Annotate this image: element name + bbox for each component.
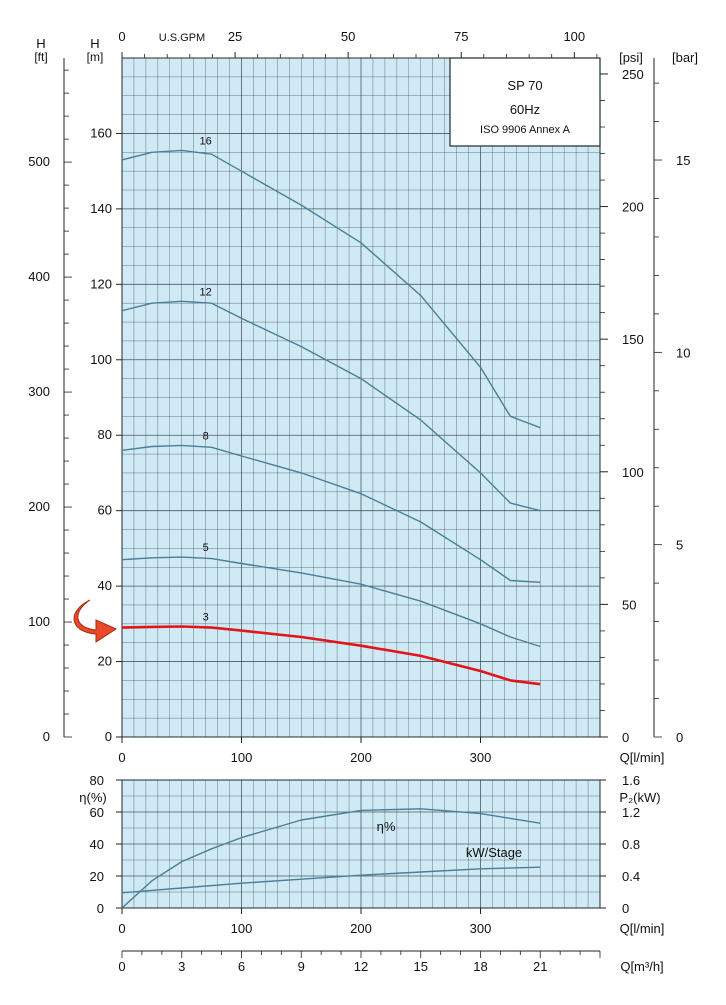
tick-label-m: 20 bbox=[98, 654, 112, 669]
tick-label-gpm: 25 bbox=[228, 29, 242, 44]
tick-label-m3h: 6 bbox=[238, 959, 245, 974]
tick-label-q2: 0 bbox=[118, 921, 125, 936]
tick-label-m: 160 bbox=[90, 125, 112, 140]
axis-label-kw: P₂(kW) bbox=[619, 790, 660, 805]
name-box-standard: ISO 9906 Annex A bbox=[480, 124, 571, 136]
axis-label-h-ft: H bbox=[36, 36, 45, 51]
tick-label-kw: 1.6 bbox=[622, 773, 640, 788]
tick-label-kw: 0 bbox=[622, 901, 629, 916]
tick-label-gpm: 50 bbox=[341, 29, 355, 44]
curve-stage-8 bbox=[121, 444, 541, 583]
tick-label-kw: 1.2 bbox=[622, 805, 640, 820]
tick-label-ft: 500 bbox=[28, 154, 50, 169]
tick-label-m: 40 bbox=[98, 578, 112, 593]
tick-label-psi: 250 bbox=[622, 67, 644, 82]
tick-label-m: 120 bbox=[90, 276, 112, 291]
name-box-title: SP 70 bbox=[507, 78, 542, 93]
tick-label-ft: 300 bbox=[28, 384, 50, 399]
axis-unit-ft: [ft] bbox=[34, 50, 47, 64]
axis-unit-m: [m] bbox=[87, 50, 104, 64]
curve-stage-16 bbox=[121, 149, 541, 429]
x-axis-label-m3h: Q[m³/h] bbox=[620, 959, 663, 974]
tick-label-psi: 100 bbox=[622, 465, 644, 480]
tick-label-m3h: 9 bbox=[298, 959, 305, 974]
tick-label-psi: 0 bbox=[622, 730, 629, 745]
tick-label-kw: 0.4 bbox=[622, 869, 640, 884]
tick-label-m3h: 15 bbox=[414, 959, 428, 974]
tick-label-q2: 200 bbox=[350, 921, 372, 936]
curve-label-efficiency: η% bbox=[377, 819, 396, 834]
tick-label-bar: 15 bbox=[676, 153, 690, 168]
tick-label-q: 100 bbox=[231, 750, 253, 765]
curve-label-8: 8 bbox=[203, 430, 209, 442]
curve-label-power: kW/Stage bbox=[466, 845, 522, 860]
tick-label-eff: 80 bbox=[90, 773, 104, 788]
top-axis-label-gpm: U.S.GPM bbox=[159, 32, 205, 44]
tick-label-q2: 300 bbox=[470, 921, 492, 936]
highlight-arrow-icon bbox=[73, 599, 118, 643]
tick-label-m: 80 bbox=[98, 427, 112, 442]
curve-stage-3 bbox=[121, 625, 541, 686]
curve-power bbox=[121, 866, 541, 894]
tick-label-ft: 200 bbox=[28, 499, 50, 514]
tick-label-gpm: 100 bbox=[563, 29, 585, 44]
name-box bbox=[449, 57, 601, 147]
curve-label-3: 3 bbox=[203, 611, 209, 623]
curve-label-16: 16 bbox=[200, 135, 212, 147]
tick-label-eff: 0 bbox=[97, 901, 104, 916]
tick-label-eff: 20 bbox=[90, 869, 104, 884]
tick-label-m: 0 bbox=[105, 729, 112, 744]
curve-label-12: 12 bbox=[200, 286, 212, 298]
curve-efficiency bbox=[121, 808, 541, 909]
tick-label-psi: 50 bbox=[622, 597, 636, 612]
curve-stage-5 bbox=[121, 556, 541, 648]
tick-label-gpm: 75 bbox=[454, 29, 468, 44]
tick-label-ft: 0 bbox=[43, 729, 50, 744]
tick-label-gpm: 0 bbox=[118, 29, 125, 44]
axis-unit-bar: [bar] bbox=[672, 50, 698, 65]
tick-label-ft: 100 bbox=[28, 614, 50, 629]
tick-label-m3h: 12 bbox=[354, 959, 368, 974]
tick-label-bar: 10 bbox=[676, 345, 690, 360]
tick-label-eff: 40 bbox=[90, 837, 104, 852]
axis-unit-psi: [psi] bbox=[619, 50, 643, 65]
tick-label-ft: 400 bbox=[28, 269, 50, 284]
tick-label-q: 300 bbox=[470, 750, 492, 765]
tick-label-kw: 0.8 bbox=[622, 837, 640, 852]
curve-stage-12 bbox=[121, 300, 541, 512]
tick-label-psi: 150 bbox=[622, 332, 644, 347]
tick-label-m: 60 bbox=[98, 503, 112, 518]
axis-label-h-m: H bbox=[90, 36, 99, 51]
tick-label-eff: 60 bbox=[90, 805, 104, 820]
x-axis-label-q2: Q[l/min] bbox=[620, 921, 665, 936]
tick-label-m3h: 18 bbox=[473, 959, 487, 974]
tick-label-m3h: 3 bbox=[178, 959, 185, 974]
name-box-frequency: 60Hz bbox=[510, 102, 540, 117]
tick-label-q: 0 bbox=[118, 750, 125, 765]
curve-label-5: 5 bbox=[203, 542, 209, 554]
tick-label-q: 200 bbox=[350, 750, 372, 765]
x-axis-label-q: Q[l/min] bbox=[620, 750, 665, 765]
tick-label-m: 140 bbox=[90, 201, 112, 216]
tick-label-bar: 5 bbox=[676, 538, 683, 553]
tick-label-m: 100 bbox=[90, 352, 112, 367]
tick-label-q2: 100 bbox=[231, 921, 253, 936]
tick-label-m3h: 0 bbox=[118, 959, 125, 974]
axis-label-eff: η(%) bbox=[79, 790, 106, 805]
tick-label-m3h: 21 bbox=[533, 959, 547, 974]
tick-label-psi: 200 bbox=[622, 200, 644, 215]
tick-label-bar: 0 bbox=[676, 730, 683, 745]
